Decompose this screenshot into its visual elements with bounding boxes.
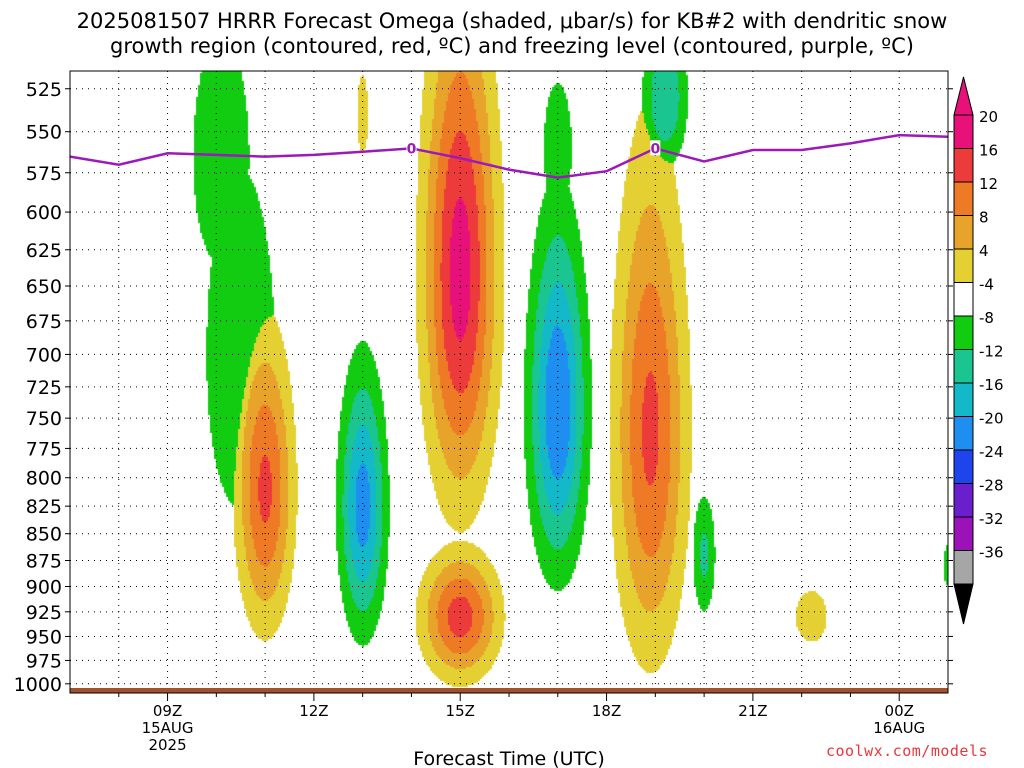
colorbar-label: 12 [979, 175, 998, 193]
colorbar-swatch [953, 148, 974, 183]
colorbar-bottom-arrow [953, 583, 974, 625]
freezing-level-label: 0 [407, 141, 417, 157]
freezing-level-label: 0 [650, 141, 660, 157]
colorbar-label: -36 [979, 544, 1004, 562]
colorbar-label: -24 [979, 443, 1004, 461]
freezing-level-line [70, 133, 948, 179]
x-axis-label: Forecast Time (UTC) [413, 748, 604, 768]
y-tick-label: 775 [26, 438, 62, 460]
x-tick-label: 00Z [885, 702, 914, 720]
x-tick-label: 2025 [148, 736, 186, 754]
colorbar-swatch [953, 516, 974, 551]
colorbar-label: -8 [979, 309, 994, 327]
x-tick-label: 15AUG [142, 719, 194, 737]
colorbar-label: -28 [979, 477, 1004, 495]
y-tick-label: 525 [26, 79, 62, 101]
y-tick-label: 900 [26, 577, 62, 599]
x-tick-label: 18Z [592, 702, 621, 720]
omega-shading [70, 71, 948, 693]
colorbar-swatch [953, 483, 974, 518]
y-tick-label: 950 [26, 626, 62, 648]
colorbar-swatch [953, 248, 974, 283]
x-tick-label: 21Z [738, 702, 767, 720]
y-tick-label: 825 [26, 496, 62, 518]
y-tick-label: 800 [26, 468, 62, 490]
colorbar-label: -16 [979, 376, 1004, 394]
x-tick-label: 15Z [446, 702, 475, 720]
x-tick-label: 16AUG [873, 719, 925, 737]
colorbar-label: 4 [979, 242, 989, 260]
ground-strip [70, 688, 948, 693]
chart-title-line-1: 2025081507 HRRR Forecast Omega (shaded, … [76, 9, 948, 33]
y-tick-label: 625 [26, 240, 62, 262]
freezing-label-bg [406, 140, 417, 156]
y-tick-label: 975 [26, 650, 62, 672]
y-tick-label: 675 [26, 311, 62, 333]
chart-title-line-2: growth region (contoured, red, ºC) and f… [110, 34, 914, 58]
colorbar-swatch [953, 382, 974, 417]
omega-shading-raster [70, 71, 948, 693]
colorbar-legend: 20 16 12 8 4 -4 -8 -12 -16 -20 -24 -28 -32 -36 [953, 76, 1004, 625]
colorbar-label: -12 [979, 343, 1004, 361]
colorbar-label: 20 [979, 108, 998, 126]
x-tick-label: 12Z [299, 702, 328, 720]
y-tick-label: 875 [26, 550, 62, 572]
colorbar-label: 16 [979, 142, 998, 160]
y-tick-label: 925 [26, 602, 62, 624]
freezing-label-bg [650, 140, 661, 156]
colorbar-label: -20 [979, 410, 1004, 428]
y-tick-label: 725 [26, 377, 62, 399]
watermark-text: coolwx.com/models [826, 742, 989, 760]
y-tick-label: 550 [26, 122, 62, 144]
y-axis-ticks: 525 550 575 600 625 650 675 700 725 750 775 800 825 8… [14, 79, 953, 696]
colorbar-swatch [953, 416, 974, 451]
colorbar-swatch [953, 282, 974, 317]
grid-lines [70, 71, 948, 693]
colorbar-swatch [953, 550, 974, 585]
y-tick-label: 650 [26, 276, 62, 298]
colorbar-swatch [953, 315, 974, 350]
y-tick-label: 1000 [14, 674, 62, 696]
colorbar-swatch [953, 181, 974, 216]
y-tick-label: 750 [26, 408, 62, 430]
x-tick-label: 09Z [153, 702, 182, 720]
colorbar-top-arrow [953, 76, 974, 116]
y-tick-label: 700 [26, 344, 62, 366]
colorbar-swatch [953, 215, 974, 250]
colorbar-swatch [953, 449, 974, 484]
colorbar-label: -32 [979, 510, 1004, 528]
colorbar-label: 8 [979, 209, 989, 227]
y-tick-label: 600 [26, 202, 62, 224]
y-tick-label: 850 [26, 524, 62, 546]
colorbar-swatch [953, 114, 974, 149]
y-tick-label: 575 [26, 163, 62, 185]
colorbar-swatch [953, 349, 974, 384]
colorbar-label: -4 [979, 276, 994, 294]
